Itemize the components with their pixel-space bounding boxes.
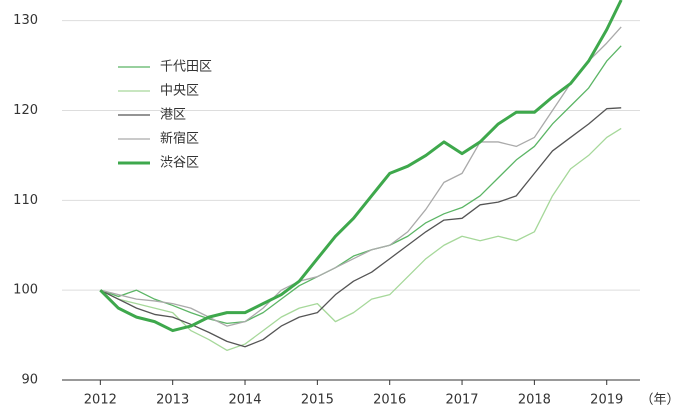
- y-tick-label: 120: [13, 103, 38, 118]
- y-tick-label: 90: [21, 373, 38, 388]
- x-tick-label: 2019: [590, 393, 623, 408]
- x-tick-label: 2013: [156, 393, 189, 408]
- x-tick-label: 2018: [518, 393, 551, 408]
- series-line: [99, 0, 623, 333]
- series-line: [100, 26, 622, 327]
- legend-label: 中央区: [160, 84, 199, 99]
- x-tick-label: 2015: [301, 393, 334, 408]
- x-tick-label: 2017: [445, 393, 478, 408]
- legend-label: 新宿区: [160, 131, 199, 147]
- legend-label: 港区: [160, 108, 186, 123]
- legend-label: 千代田区: [160, 60, 212, 75]
- x-tick-label: 2014: [228, 393, 261, 408]
- series-line: [100, 45, 622, 325]
- y-tick-label: 130: [13, 13, 38, 28]
- x-unit: （年）: [640, 393, 679, 408]
- series-line: [100, 107, 622, 348]
- x-tick-label: 2016: [373, 393, 406, 408]
- x-tick-label: 2012: [84, 393, 117, 408]
- y-tick-label: 110: [13, 193, 38, 208]
- y-tick-label: 100: [13, 283, 38, 298]
- legend-label: 渋谷区: [160, 156, 199, 171]
